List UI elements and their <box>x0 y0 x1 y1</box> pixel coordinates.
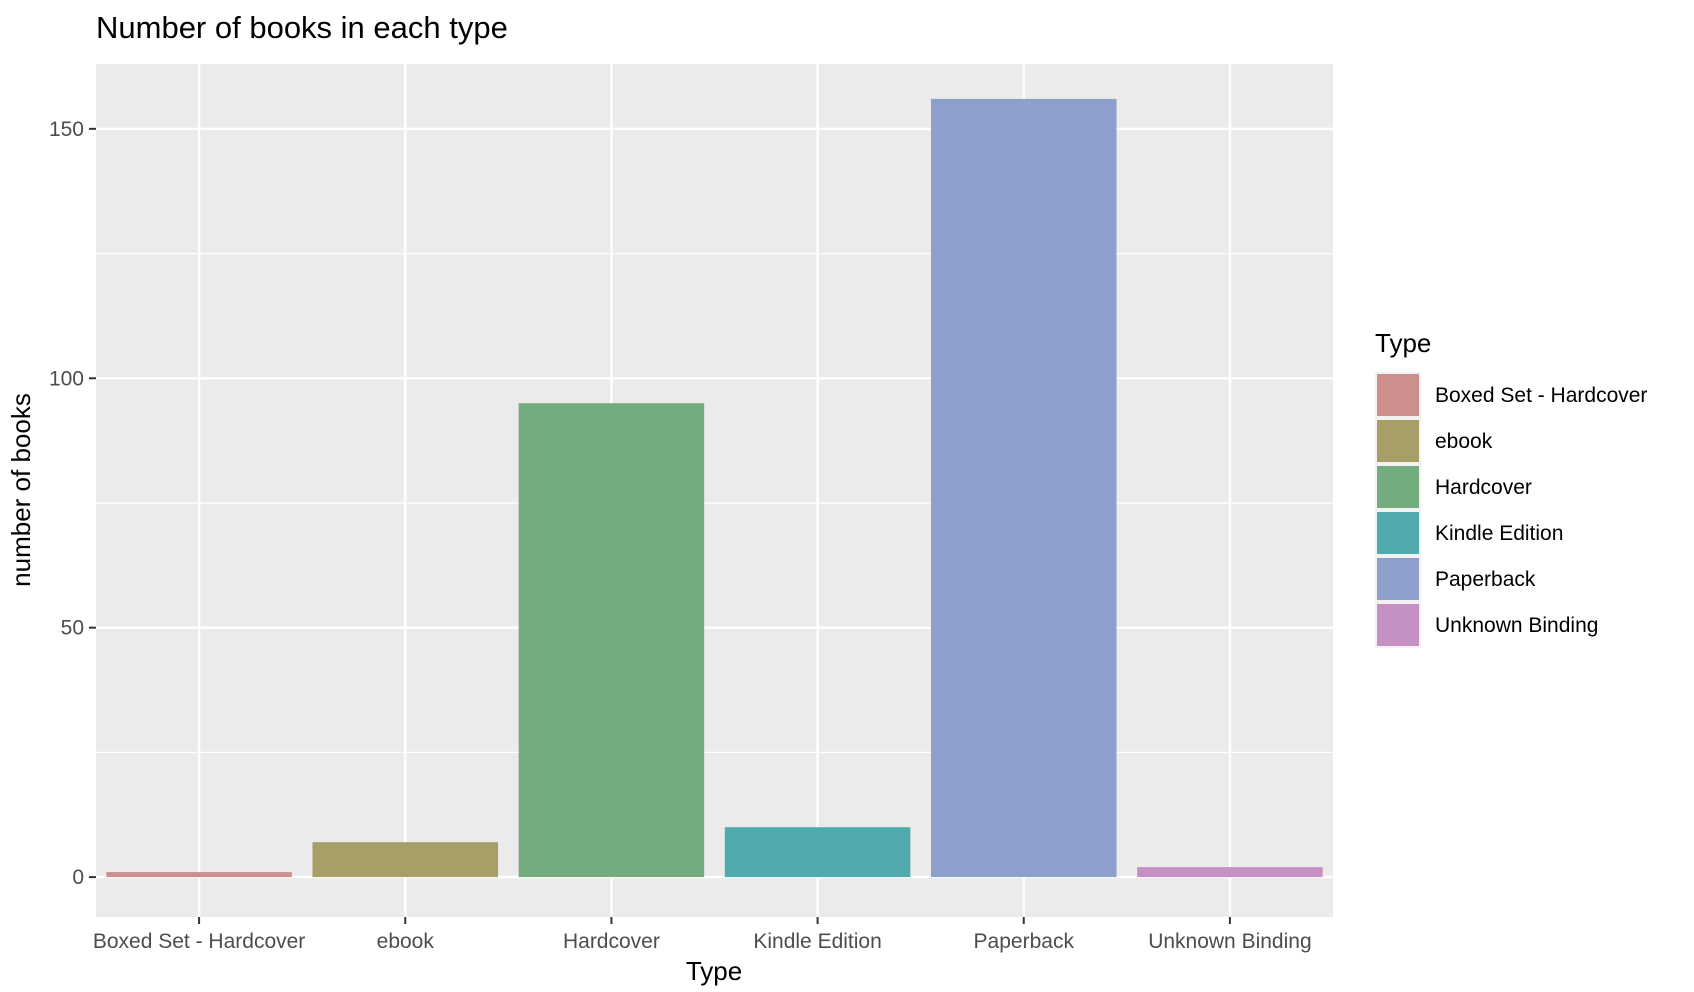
bar <box>1137 867 1323 878</box>
chart-title: Number of books in each type <box>96 10 508 45</box>
legend-swatch <box>1377 420 1419 462</box>
x-tick-label: Boxed Set - Hardcover <box>93 930 305 953</box>
legend-label: ebook <box>1435 430 1493 453</box>
legend-swatch <box>1377 512 1419 554</box>
bar <box>312 842 499 878</box>
legend-label: Unknown Binding <box>1435 614 1598 637</box>
legend-swatch <box>1377 558 1419 600</box>
plot-panel <box>96 64 1333 917</box>
y-tick-label: 100 <box>49 367 84 390</box>
x-tick-label: Unknown Binding <box>1148 930 1311 953</box>
legend-label: Paperback <box>1435 568 1536 591</box>
legend-label: Kindle Edition <box>1435 522 1563 545</box>
legend-label: Boxed Set - Hardcover <box>1435 384 1647 407</box>
y-axis-title: number of books <box>6 393 36 587</box>
legend-title: Type <box>1375 328 1431 358</box>
legend-swatch <box>1377 604 1419 646</box>
x-tick-label: Hardcover <box>563 930 660 953</box>
legend-swatch <box>1377 374 1419 416</box>
bar <box>930 98 1117 878</box>
x-axis: Boxed Set - Hardcover ebook Hardcover Kindl… <box>93 917 1312 953</box>
y-tick-label: 0 <box>72 866 84 889</box>
legend: Type Boxed Set - Hardcover ebook Hardcover… <box>1375 328 1647 648</box>
legend-swatch <box>1377 466 1419 508</box>
legend-label: Hardcover <box>1435 476 1532 499</box>
bars <box>106 98 1323 878</box>
bar <box>106 872 292 878</box>
bar <box>518 403 705 878</box>
x-tick-label: ebook <box>377 930 435 953</box>
bar <box>724 827 911 878</box>
grid-minor-lines <box>96 252 1333 753</box>
y-tick-label: 50 <box>61 617 84 640</box>
legend-items: Boxed Set - Hardcover ebook Hardcover Kindl… <box>1375 372 1647 648</box>
y-tick-label: 150 <box>49 118 84 141</box>
y-axis: 0 50 100 150 <box>49 118 96 889</box>
x-tick-label: Kindle Edition <box>753 930 881 953</box>
x-axis-title: Type <box>686 956 742 986</box>
x-tick-label: Paperback <box>974 930 1075 953</box>
